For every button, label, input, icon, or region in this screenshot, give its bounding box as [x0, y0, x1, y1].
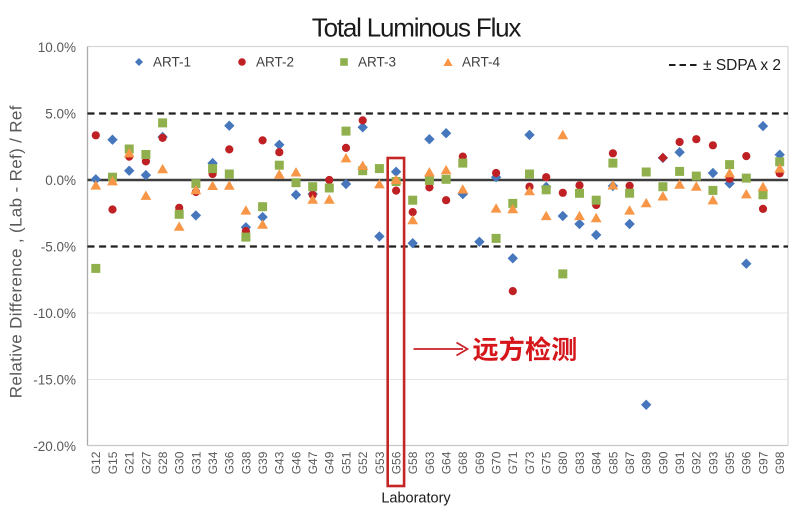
svg-text:G47: G47	[306, 451, 320, 474]
svg-text:G52: G52	[356, 451, 370, 474]
svg-text:G96: G96	[740, 451, 754, 474]
svg-text:G30: G30	[173, 451, 187, 474]
svg-text:ART-4: ART-4	[462, 55, 501, 70]
svg-text:G87: G87	[623, 451, 637, 474]
svg-text:G83: G83	[573, 451, 587, 474]
svg-text:G92: G92	[690, 451, 704, 474]
svg-text:G97: G97	[756, 451, 770, 474]
svg-text:G39: G39	[256, 451, 270, 474]
svg-text:-10.0%: -10.0%	[33, 306, 76, 321]
svg-text:G46: G46	[289, 451, 303, 474]
svg-text:G12: G12	[89, 451, 103, 474]
svg-text:G80: G80	[556, 451, 570, 474]
svg-text:-15.0%: -15.0%	[33, 372, 76, 387]
svg-text:G36: G36	[223, 451, 237, 474]
svg-text:ART-1: ART-1	[153, 55, 191, 70]
svg-text:G75: G75	[540, 451, 554, 474]
svg-text:G98: G98	[773, 451, 787, 474]
svg-text:G90: G90	[656, 451, 670, 474]
svg-text:G43: G43	[273, 451, 287, 474]
svg-text:10.0%: 10.0%	[38, 40, 76, 55]
svg-text:G38: G38	[239, 451, 253, 474]
svg-text:G56: G56	[390, 451, 404, 474]
svg-text:G31: G31	[189, 451, 203, 474]
svg-text:G73: G73	[523, 451, 537, 474]
svg-text:G34: G34	[206, 451, 220, 474]
svg-text:± SDPA x 2: ± SDPA x 2	[703, 57, 781, 74]
svg-text:G15: G15	[106, 451, 120, 474]
svg-text:G51: G51	[339, 451, 353, 474]
svg-text:G85: G85	[606, 451, 620, 474]
svg-text:G64: G64	[440, 451, 454, 474]
svg-text:G91: G91	[673, 451, 687, 474]
svg-text:ART-3: ART-3	[358, 55, 396, 70]
svg-text:G49: G49	[323, 451, 337, 474]
svg-text:G93: G93	[706, 451, 720, 474]
svg-text:G58: G58	[406, 451, 420, 474]
svg-text:G63: G63	[423, 451, 437, 474]
svg-text:5.0%: 5.0%	[45, 106, 76, 121]
svg-text:Relative Difference , (Lab - R: Relative Difference , (Lab - Ref) / Ref	[7, 105, 26, 398]
svg-text:Total Luminous Flux: Total Luminous Flux	[312, 13, 522, 43]
svg-text:G69: G69	[473, 451, 487, 474]
svg-text:G89: G89	[640, 451, 654, 474]
svg-text:G28: G28	[156, 451, 170, 474]
svg-text:G84: G84	[590, 451, 604, 474]
svg-text:G53: G53	[373, 451, 387, 474]
svg-text:-5.0%: -5.0%	[41, 239, 76, 254]
svg-text:G70: G70	[490, 451, 504, 474]
svg-text:G21: G21	[123, 451, 137, 474]
svg-text:G95: G95	[723, 451, 737, 474]
svg-text:G71: G71	[506, 451, 520, 474]
svg-text:0.0%: 0.0%	[45, 173, 76, 188]
svg-text:G68: G68	[456, 451, 470, 474]
svg-text:G27: G27	[139, 451, 153, 474]
svg-text:Laboratory: Laboratory	[381, 491, 451, 507]
svg-text:ART-2: ART-2	[256, 55, 294, 70]
svg-text:-20.0%: -20.0%	[33, 439, 76, 454]
